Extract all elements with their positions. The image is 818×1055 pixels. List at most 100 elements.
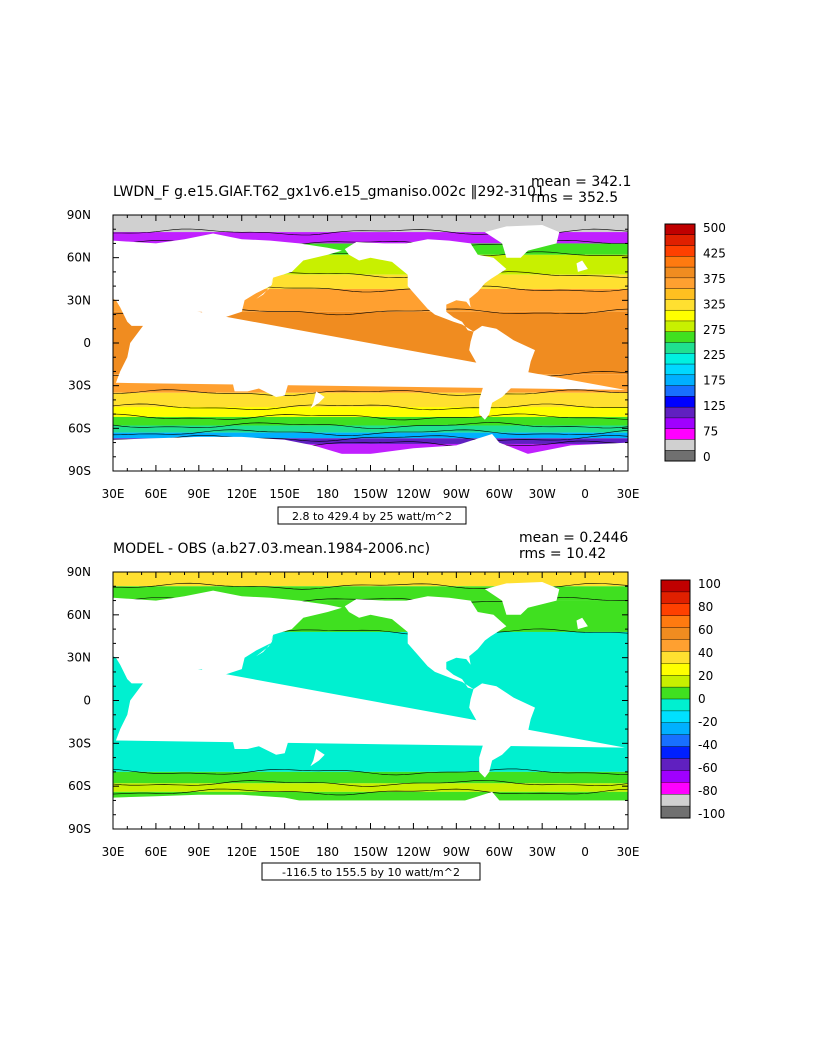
land-mask-uk [576,260,588,272]
colorbar-swatch [664,299,696,311]
land-mask-eurasia [113,590,342,697]
colorbar-swatch [664,439,696,451]
x-tick-label: 60E [144,845,167,859]
x-tick-label: 0 [581,845,589,859]
y-tick-label: 90N [67,565,91,579]
land-mask-arabia [120,300,155,325]
land-mask-northAmerica [344,239,507,332]
y-tick-label: 90S [68,822,91,836]
colorbar-swatch [660,603,691,617]
land-mask-newZealand [310,749,325,767]
colorbar-label: 125 [703,399,726,413]
colorbar-swatch [664,266,696,279]
x-tick-label: 90E [187,487,210,501]
colorbar-swatch [660,663,691,676]
y-tick-label: 30S [68,736,91,750]
land-mask-newGuinea [257,701,285,715]
zone-band-13 [113,438,628,444]
x-tick-label: 180 [316,845,339,859]
contour-line [113,389,628,397]
colorbar-swatch [660,746,691,759]
x-tick-label: 60W [486,487,513,501]
colorbar-swatch [664,234,696,247]
land-mask-sumatra [206,335,222,352]
y-tick-label: 60N [67,251,91,265]
x-tick-label: 30W [529,487,556,501]
colorbar-label: 275 [703,323,726,337]
contour-info-box [277,506,467,525]
x-tick-label: 90E [187,845,210,859]
contour-line [113,788,628,796]
land-mask-australia [231,716,289,755]
x-tick-label: 90W [443,487,470,501]
zone-band-14 [113,443,628,454]
colorbar-label: -40 [698,738,718,752]
x-tick-label: 180 [316,487,339,501]
land-mask-greenland [484,225,560,258]
land-mask-australia [231,358,289,397]
y-tick-label: 60S [68,779,91,793]
zone-band-4 [113,771,628,784]
colorbar-swatch [660,698,691,712]
x-tick-label: 0 [581,487,589,501]
y-tick-label: 0 [83,694,91,708]
land-mask-madagascar [133,719,142,737]
colorbar-label: 325 [703,297,726,311]
colorbar-swatch [664,428,696,440]
zone-band-11 [113,425,628,433]
contour-info-text: 2.8 to 429.4 by 25 watt/m^2 [292,510,452,523]
colorbar-swatch [664,277,696,290]
colorbar-swatch [664,331,696,343]
land-mask-madagascar [133,361,142,379]
contour-line [113,422,628,429]
contour-line [113,413,628,421]
colorbar-swatch [660,675,691,688]
y-tick-label: 30N [67,293,91,307]
colorbar-swatch [664,342,696,354]
colorbar-swatch [664,374,696,387]
panel-title: MODEL - OBS (a.b27.03.mean.1984-2006.nc) [113,541,430,557]
land-mask-borneo [226,693,241,707]
colorbar-swatch [664,385,696,397]
zone-band-9 [113,407,628,417]
colorbar-swatch [664,223,696,236]
colorbar-swatch [660,794,691,807]
colorbar-label: 175 [703,374,726,388]
colorbar-label: 425 [703,246,726,260]
stat-mean: mean = 0.2446 [519,530,628,546]
x-tick-label: 150E [269,845,300,859]
colorbar-swatch [660,805,691,819]
colorbar-swatch [664,363,696,376]
colorbar-swatch [660,758,691,771]
land-mask-antarctica [113,434,628,471]
colorbar-label: 100 [698,577,721,591]
land-mask-newGuinea [257,344,285,358]
y-tick-label: 90S [68,464,91,478]
x-tick-label: 30E [617,845,640,859]
colorbar-swatch [660,686,691,700]
x-tick-label: 90W [443,845,470,859]
land-mask-arabia [120,657,155,682]
contour-info-box [261,862,481,881]
colorbar-label: 20 [698,669,713,683]
colorbar-swatch [664,320,696,333]
x-tick-label: 150W [353,487,388,501]
land-mask-northAmerica [344,596,507,690]
colorbar-swatch [660,722,691,736]
colorbar-swatch [664,406,696,419]
contour-line [113,403,628,411]
colorbar-label: 40 [698,646,713,660]
colorbar-label: -60 [698,761,718,775]
y-tick-label: 30S [68,379,91,393]
colorbar-label: -100 [698,807,725,821]
colorbar-label: 60 [698,623,713,637]
x-tick-label: 120E [227,487,258,501]
x-tick-label: 150E [269,487,300,501]
land-mask-eurasia [113,233,342,339]
colorbar-swatch [660,710,691,724]
colorbar-label: 80 [698,600,713,614]
map-panel-top: 30E 60E 90E 120E 150E 180 150W 120W 90W 60W 30W 0 30… [67,174,726,525]
colorbar-swatch [664,256,696,268]
contour-line [113,780,628,787]
